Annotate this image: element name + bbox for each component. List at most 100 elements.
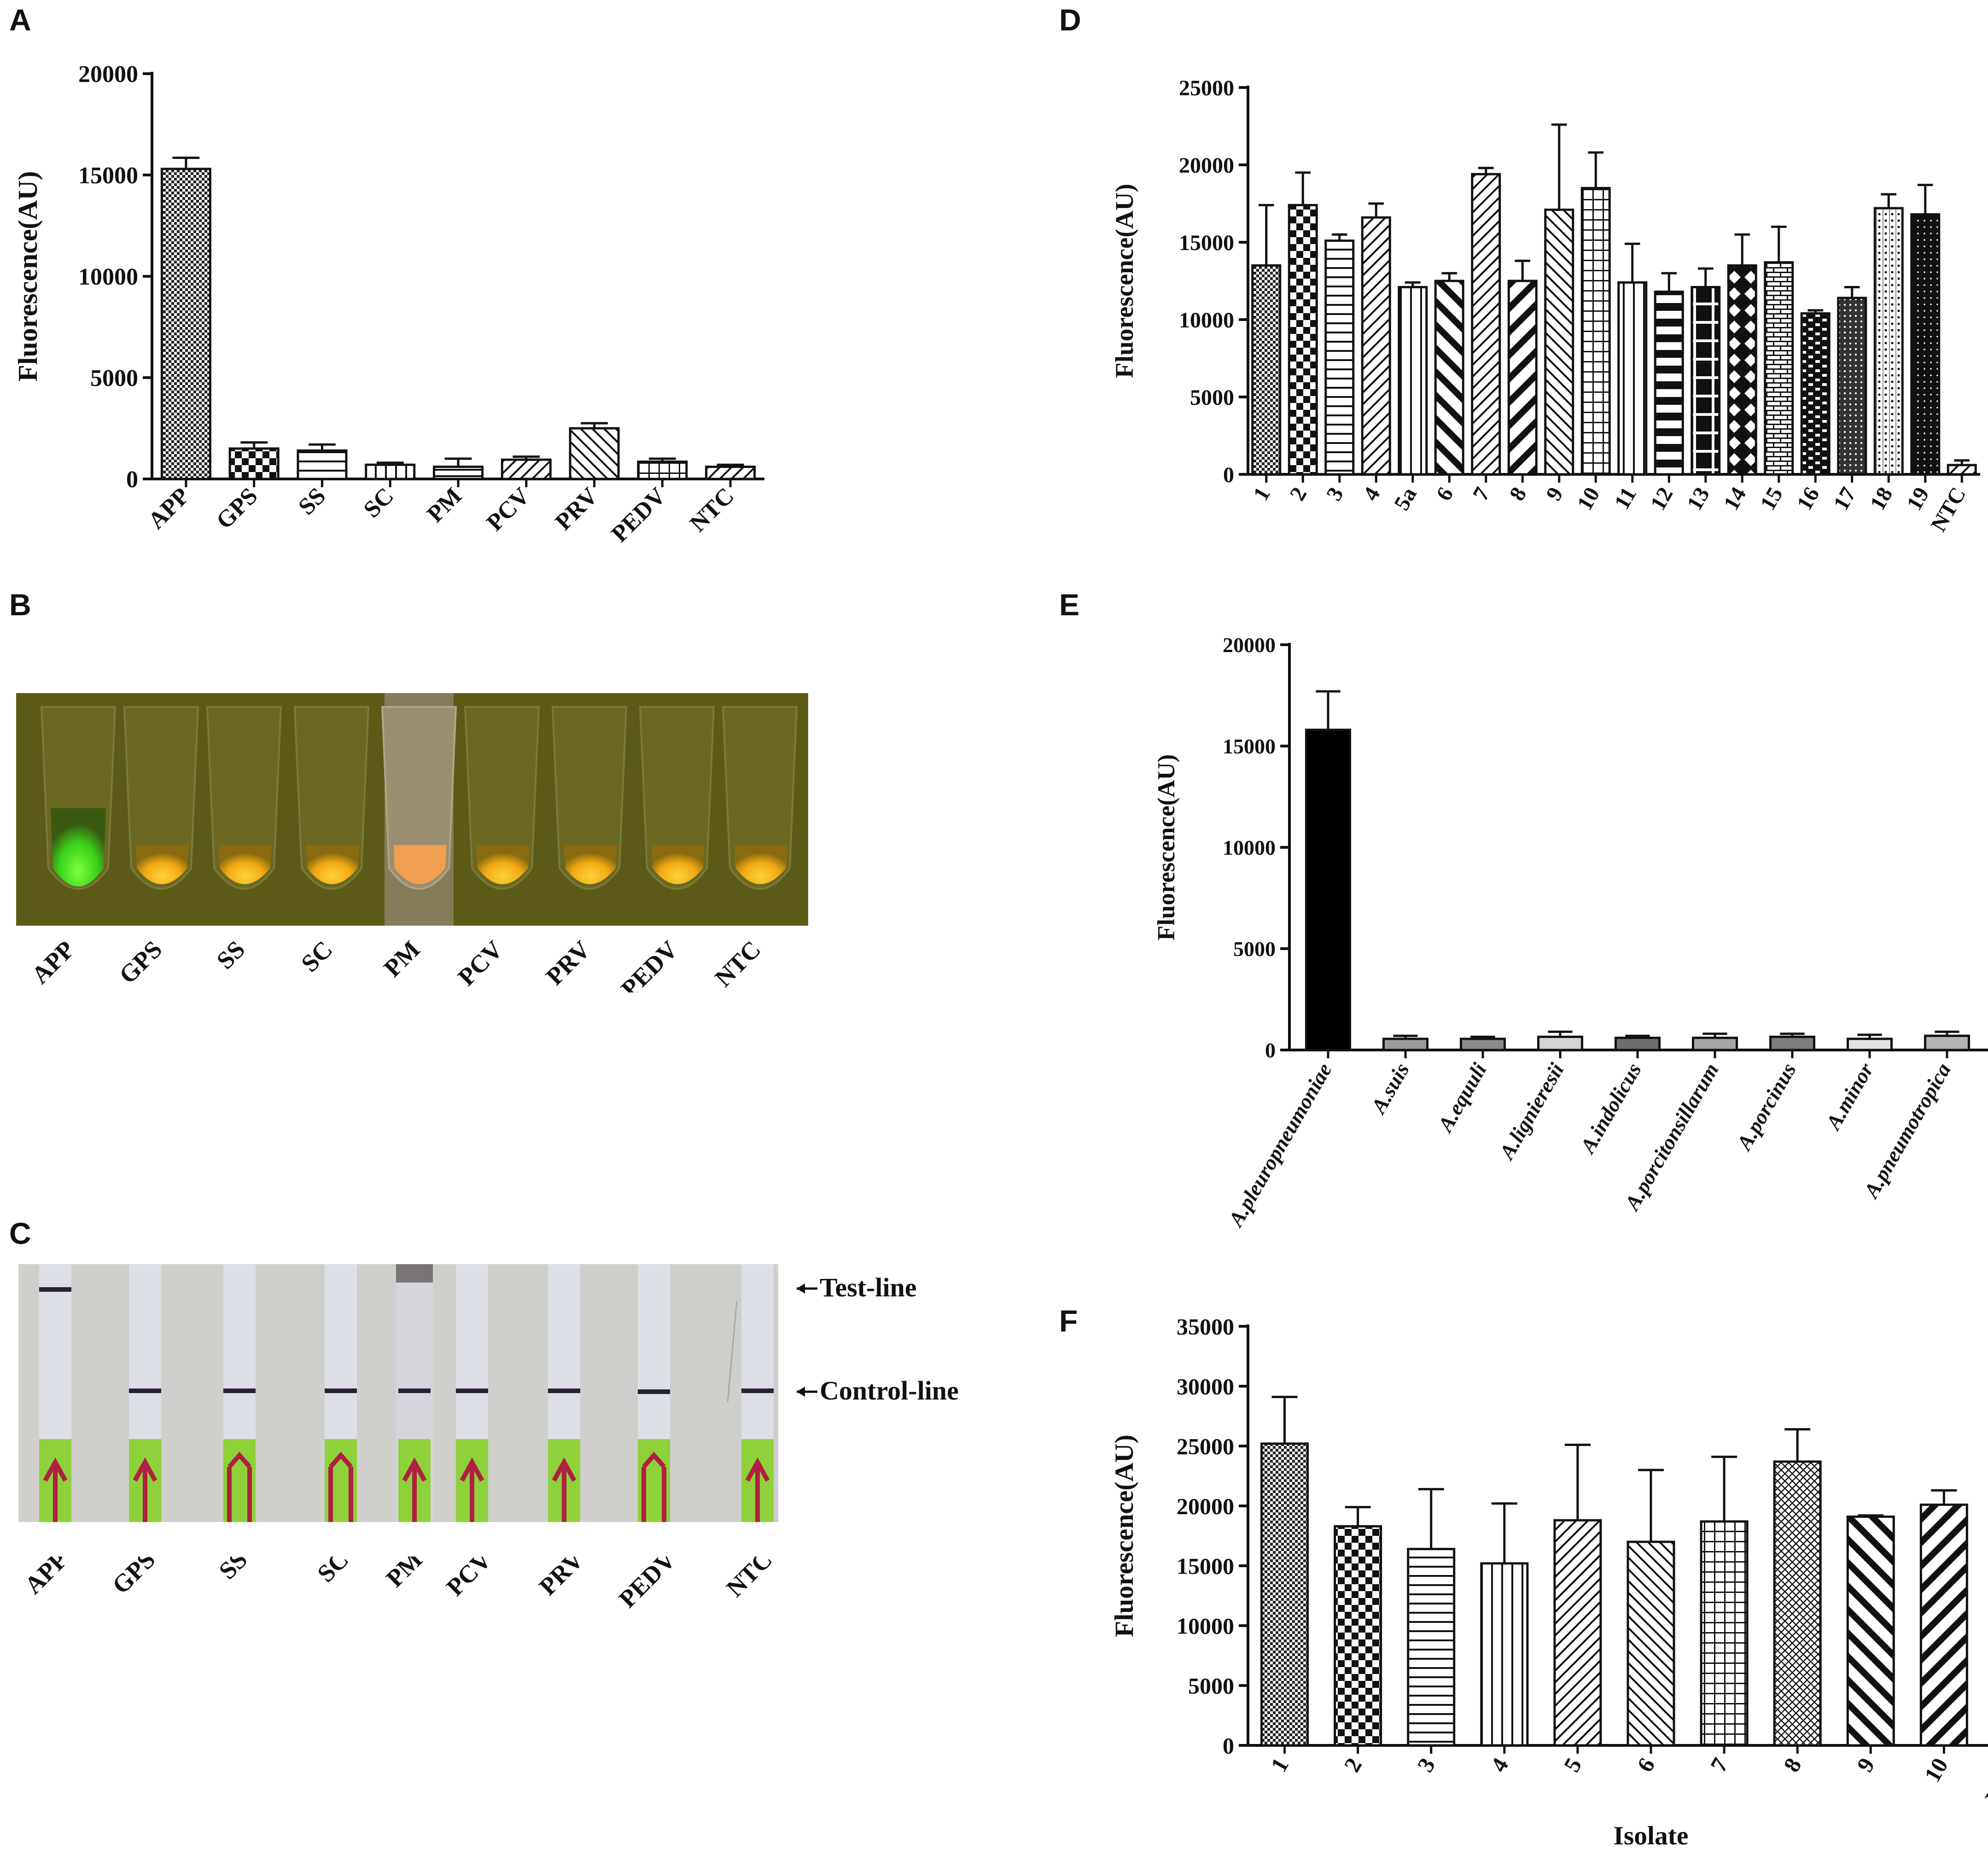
chart-e-bar — [1460, 1038, 1506, 1051]
photo-c-label-pedv: PEDV — [613, 1557, 681, 1613]
chart-f-bar — [1480, 1562, 1529, 1747]
chart-d-xtick-label: 11 — [1609, 483, 1641, 513]
photo-c-label-ntc: NTC — [721, 1557, 777, 1602]
tube-pcv — [464, 706, 540, 890]
chart-d-xtick-label: 7 — [1468, 483, 1495, 505]
photo-b-label-app: APP — [26, 935, 80, 989]
chart-d-bar — [1398, 286, 1428, 476]
chart-e-ytick-label: 20000 — [1223, 633, 1276, 657]
chart-a-bar — [569, 427, 620, 480]
chart-f-ylabel: Fluorescence(AU) — [1110, 1435, 1139, 1637]
chart-f-ytick-label: 35000 — [1177, 1314, 1234, 1340]
strip-pcv-control-line — [456, 1388, 488, 1393]
chart-a-ytick-label: 15000 — [78, 163, 138, 189]
chart-e-bar — [1615, 1037, 1661, 1051]
chart-e-ytick-label: 10000 — [1223, 836, 1276, 859]
tube-pm — [381, 706, 457, 890]
tube-pedv — [639, 706, 715, 890]
chart-d-xtick-label: 15 — [1755, 483, 1788, 514]
chart-f-bar — [1700, 1520, 1749, 1747]
chart-a-bar — [433, 466, 484, 480]
chart-e-ytick-label: 5000 — [1233, 937, 1276, 961]
chart-d-ytick-label: 25000 — [1179, 76, 1234, 100]
chart-d-bar — [1947, 464, 1977, 476]
photo-c-label-ss: SS — [214, 1557, 253, 1585]
chart-f-xtick-label: 5 — [1558, 1754, 1586, 1777]
chart-e-ylabel: Fluorescence(AU) — [1153, 754, 1180, 940]
chart-f-ytick-label: 20000 — [1177, 1493, 1234, 1519]
chart-a-xtick-label: SC — [359, 483, 399, 523]
strip-pedv — [638, 1264, 670, 1522]
annotation-control-line: Control-line — [797, 1376, 959, 1406]
chart-d-bar — [1288, 204, 1318, 476]
chart-f-xtick-label: 9 — [1852, 1754, 1880, 1777]
photo-c-label-sc: SC — [312, 1557, 354, 1587]
chart-a-bar — [160, 168, 211, 480]
panel-label-b: B — [9, 588, 31, 622]
chart-f-xtick-label: 1 — [1265, 1754, 1294, 1777]
chart-d-bar — [1617, 281, 1648, 476]
chart-d-xtick-label: NTC — [1926, 483, 1971, 536]
chart-a-bar — [228, 447, 280, 480]
photo-c-scratch — [727, 1301, 738, 1403]
strip-sc — [325, 1264, 357, 1522]
chart-e-xtick-label: A.minor — [1821, 1059, 1878, 1135]
tube-ss — [206, 706, 282, 890]
chart-d-bar — [1361, 216, 1391, 476]
strip-pedv-control-line — [638, 1389, 670, 1394]
photo-b-label-pm: PM — [379, 935, 426, 982]
chart-e-xtick-label: A.pneumotropica — [1859, 1059, 1955, 1203]
chart-d-bar — [1654, 291, 1684, 476]
strip-app — [39, 1264, 71, 1522]
test-line-label: Test-line — [820, 1272, 917, 1302]
chart-d-xtick-label: 4 — [1358, 483, 1385, 505]
chart-e-xtick-label: A.lignieresii — [1494, 1059, 1568, 1164]
chart-a-xtick-label: PCV — [482, 483, 535, 536]
photo-c-labels: APP GPS SS SC PM PCV PRV PEDV NTC — [19, 1557, 778, 1613]
chart-e-bar — [1382, 1038, 1428, 1051]
chart-d-bar — [1324, 239, 1355, 476]
chart-f-bar — [1260, 1442, 1309, 1747]
chart-d-xtick-label: 18 — [1865, 483, 1897, 514]
chart-f-bar — [1846, 1515, 1895, 1747]
chart-d-bar — [1544, 208, 1574, 476]
chart-a-ytick-label: 5000 — [90, 365, 138, 391]
strip-pcv — [456, 1264, 488, 1522]
photo-b-label-ss: SS — [211, 935, 251, 974]
chart-d-bar — [1471, 173, 1501, 476]
photo-b-label-gps: GPS — [114, 935, 168, 989]
strip-app-test-line — [39, 1287, 71, 1292]
photo-c-label-pm: PM — [381, 1557, 428, 1592]
chart-d-bar — [1800, 312, 1831, 476]
chart-f-bar — [1919, 1503, 1968, 1747]
tube-prv — [551, 706, 628, 890]
annotation-test-line: Test-line — [797, 1272, 917, 1302]
chart-a-ytick-label: 0 — [126, 467, 138, 493]
chart-d-xtick-label: 3 — [1322, 483, 1348, 505]
strip-pm-control-line — [398, 1388, 431, 1393]
chart-d-ylabel: Fluorescence(AU) — [1110, 184, 1138, 378]
chart-d-xtick-label: 13 — [1682, 483, 1714, 514]
photo-b-label-pedv: PEDV — [616, 935, 683, 992]
chart-f-ytick-label: 30000 — [1177, 1374, 1234, 1400]
chart-d-ytick-label: 10000 — [1179, 308, 1234, 332]
chart-e-ytick-label: 0 — [1265, 1038, 1276, 1062]
chart-a-bar — [365, 463, 416, 480]
chart-e-ytick-label: 15000 — [1223, 735, 1276, 758]
chart-d-xtick-label: 16 — [1792, 483, 1824, 514]
chart-e-bar — [1847, 1038, 1893, 1051]
chart-a-xtick-label: PEDV — [606, 483, 671, 547]
chart-e-xtick-label: A.pleuropneumoniae — [1223, 1059, 1336, 1232]
chart-a-bar — [297, 449, 348, 480]
chart-f-ytick-label: 15000 — [1177, 1553, 1234, 1579]
chart-a: 0 5000 10000 15000 20000 Fluorescence(AU) APP G… — [12, 61, 764, 548]
chart-a-bar — [637, 461, 688, 480]
chart-f-xtick-label: 4 — [1485, 1754, 1513, 1777]
strip-ss-control-line — [223, 1388, 256, 1393]
chart-a-xtick-label: APP — [143, 483, 195, 534]
chart-f-xtick-label: 10 — [1919, 1754, 1953, 1786]
chart-a-xtick-label: NTC — [685, 483, 739, 537]
strip-gps-control-line — [129, 1388, 161, 1393]
chart-a-ytick-label: 20000 — [78, 61, 138, 87]
panel-label-f: F — [1059, 1304, 1078, 1338]
